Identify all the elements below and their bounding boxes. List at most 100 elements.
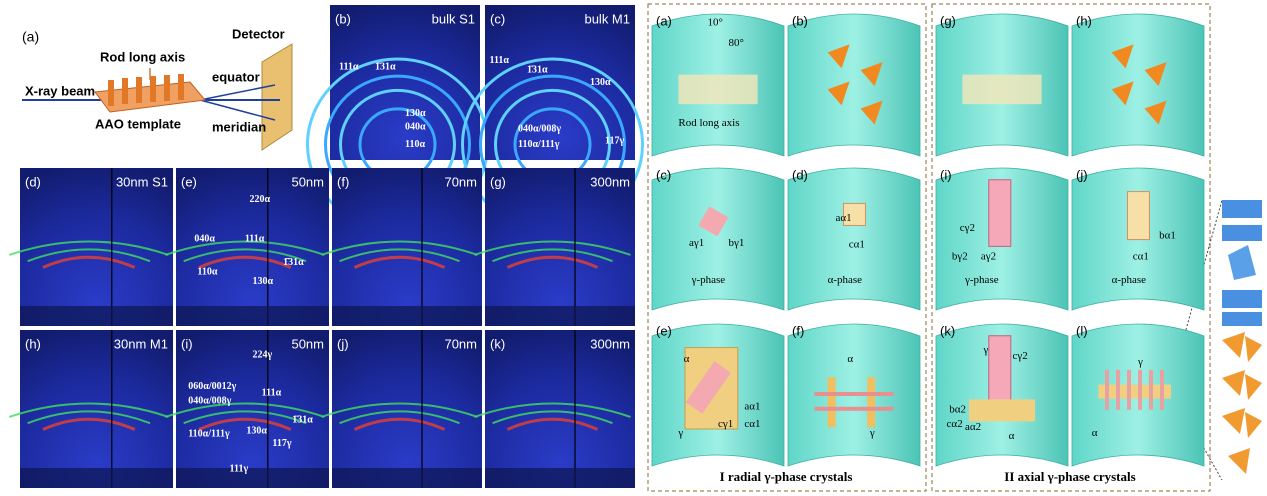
crystal (1116, 369, 1120, 410)
crystal (678, 74, 758, 105)
reflection-label: 1̄31α (292, 414, 313, 425)
diffraction-arc (198, 417, 292, 431)
crystal-label: α (1092, 427, 1098, 439)
panel-label: (h) (1076, 13, 1092, 28)
crystal (842, 202, 866, 226)
panel-label: (f) (337, 174, 349, 189)
panel-label: (e) (181, 174, 197, 189)
panel-label: (b) (335, 11, 351, 26)
diffraction-arc (474, 402, 631, 418)
diffraction-arc (353, 255, 446, 269)
pattern-image (20, 168, 173, 326)
crystal-label: cγ2 (960, 222, 975, 234)
crystal (827, 377, 836, 428)
reflection-label: 130α (590, 77, 611, 88)
crystal (860, 100, 883, 125)
panel-label: (d) (25, 174, 41, 189)
crystal (1105, 369, 1109, 410)
reflection-label: 111α (262, 387, 282, 398)
crystal-label: cα1 (849, 238, 865, 250)
panel-title: 30nm S1 (116, 174, 168, 189)
diffraction-arc (8, 240, 169, 256)
panel-label: (i) (181, 336, 193, 351)
crystal (814, 406, 894, 411)
crystal-label: bγ1 (729, 237, 745, 249)
schematic-text: meridian (212, 119, 266, 134)
diffraction-arc (27, 248, 151, 263)
detector-gap (485, 306, 635, 326)
diffraction-arc (339, 248, 460, 263)
schematic-text: X-ray beam (25, 83, 95, 98)
crystal (1144, 62, 1167, 87)
crystal (1127, 369, 1131, 410)
pattern-image (332, 330, 482, 488)
reflection-label: 110α/111γ (518, 139, 560, 150)
schematic: (a) Rod long axis Detector X-ray beam AA… (22, 26, 293, 151)
crystal-label: aα1 (744, 400, 760, 412)
crystal-label: 80° (729, 37, 744, 49)
schematic-text: equator (212, 69, 260, 84)
panel-title: bulk M1 (584, 11, 630, 26)
reflection-label: 110α (405, 139, 425, 150)
crystal-label: aγ2 (981, 250, 996, 262)
crystal (685, 361, 731, 414)
detector-gap (176, 468, 329, 488)
diffraction-arc (339, 410, 460, 425)
crystal (962, 74, 1042, 105)
crystal-label: Rod long axis (678, 117, 739, 129)
crystal (1126, 191, 1150, 241)
crystal-label: γ (869, 427, 875, 439)
reflection-label: 060α/0012γ (188, 381, 236, 392)
panel-title: 300nm (590, 174, 630, 189)
crystal-label: bα2 (949, 403, 966, 415)
reflection-label: 117γ (272, 438, 291, 449)
pattern-image (20, 330, 173, 488)
crystal (860, 62, 883, 87)
diffraction-arc (8, 402, 169, 418)
crystal-label: α (1009, 430, 1015, 442)
reflection-label: 111α (339, 61, 359, 72)
crystal-label: α-phase (828, 274, 863, 286)
reflection-label: 130α (246, 425, 267, 436)
crystal (698, 206, 729, 237)
reflection-label: 117γ (605, 136, 624, 147)
panel-label: (e) (656, 323, 672, 338)
crystal-label: aα2 (965, 421, 981, 433)
diffraction-arc (492, 410, 613, 425)
crystal-label: aα1 (836, 212, 852, 224)
panel-label: (c) (656, 167, 671, 182)
diffraction-arc (506, 417, 599, 431)
reflection-label: 040α (405, 122, 426, 133)
panel-label: (a) (656, 13, 672, 28)
reflection-label: 111α (245, 233, 265, 244)
detector-gap (20, 468, 173, 488)
panel-label: (c) (490, 11, 505, 26)
reflection-label: 130α (253, 276, 274, 287)
crystal-label: bα1 (1159, 230, 1176, 242)
reflection-label: 111α (490, 55, 510, 66)
panel-label: (i) (940, 167, 952, 182)
reflection-label: 220α (249, 194, 270, 205)
reflection-label: 1̄31α (375, 61, 396, 72)
detector-gap (332, 306, 482, 326)
crystal-label: aγ1 (689, 237, 704, 249)
pattern-image (332, 168, 482, 326)
crystal-label: γ-phase (964, 274, 999, 286)
crystal-label: α-phase (1112, 274, 1147, 286)
panel-label: (j) (337, 336, 349, 351)
diffraction-arc (164, 240, 325, 256)
diffraction-arc (474, 240, 631, 256)
diffraction-arc (492, 248, 613, 263)
crystal-label: cγ2 (1013, 350, 1028, 362)
panel-label: (g) (490, 174, 506, 189)
diffraction-arc (183, 410, 307, 425)
crystal (827, 44, 850, 69)
panel-title: 50nm (291, 336, 324, 351)
beam (199, 99, 276, 121)
crystal-label: γ (983, 344, 989, 356)
group-caption: I radial γ-phase crystals (720, 469, 853, 484)
crystal-label: cα2 (947, 418, 963, 430)
crystal (867, 377, 876, 428)
panel-title: 30nm M1 (114, 336, 168, 351)
